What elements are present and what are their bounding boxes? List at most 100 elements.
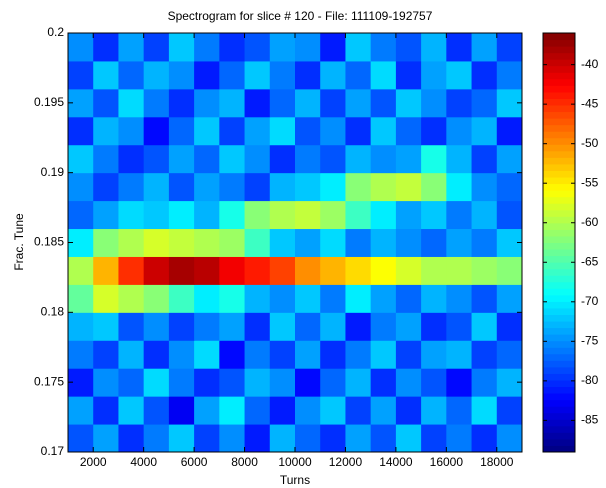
heat-cell [269,144,296,174]
heat-cell [471,340,498,369]
colorbar-tick-label: -40 [581,57,599,71]
colorbar-tick-label: -60 [581,215,599,229]
heat-cell [471,200,498,230]
colorbar-swatch [543,379,575,388]
colorbar-swatch [543,307,575,316]
heat-cell [421,88,447,118]
colorbar-swatch [543,111,575,119]
heat-cell [168,424,195,453]
colorbar-swatch [543,327,575,335]
heat-cell [118,312,145,341]
colorbar-swatch [543,262,575,270]
heat-cell [269,396,296,425]
heat-cell [295,228,321,257]
heat-cell [168,312,195,341]
colorbar-tick-label: -65 [581,254,599,268]
heat-cell [345,424,372,453]
y-axis-label: Frac. Tune [12,213,26,271]
heat-cell [244,424,271,453]
heat-cell [471,33,498,62]
colorbar-swatch [543,190,575,198]
heat-cell [345,33,372,62]
heat-cell [269,116,296,146]
colorbar-swatch [543,91,575,99]
heat-cell [244,256,271,285]
heat-cell [320,172,346,202]
heat-cell [219,88,246,118]
heat-cell [269,340,296,369]
heat-cell [370,33,397,62]
heat-cell [194,228,220,257]
heat-cell [244,368,271,397]
colorbar-swatch [543,85,575,93]
colorbar-swatch [543,281,575,289]
heat-cell [295,60,321,90]
heat-cell [395,228,422,257]
heat-cell [370,340,397,369]
heat-cell [446,144,473,174]
heat-cell [295,312,321,341]
heat-cell [320,88,346,118]
heat-cell [320,200,346,230]
colorbar-swatch [543,209,575,217]
heat-cell [421,228,447,257]
heat-cell [143,88,170,118]
heat-cell [496,284,523,313]
colorbar-swatch [543,157,575,165]
heat-cell [421,312,447,341]
colorbar-swatch [543,144,575,152]
colorbar-swatch [543,386,575,394]
heat-cell [421,116,447,146]
heat-cell [395,424,422,453]
heat-cell [194,33,220,62]
heat-cell [370,172,397,202]
heat-cell [219,228,246,257]
colorbar-swatch [543,314,575,322]
heat-cell [320,424,346,453]
heat-cell [168,200,195,230]
heat-cell [269,88,296,118]
colorbar-swatch [543,118,575,126]
heat-cell [118,368,145,397]
heat-cell [118,424,145,453]
heat-cell [68,396,94,425]
heat-cell [395,340,422,369]
heat-cell [345,368,372,397]
heat-cell [93,424,119,453]
heat-cell [194,312,220,341]
heat-cell [168,144,195,174]
colorbar-swatch [543,46,575,54]
heat-cell [168,33,195,62]
heat-cell [320,144,346,174]
colorbar-tick-label: -80 [581,373,599,387]
heat-cell [395,88,422,118]
heat-cell [244,228,271,257]
heat-cell [421,284,447,313]
heat-cell [118,340,145,369]
heat-cell [93,312,119,341]
heat-cell [194,368,220,397]
x-tick-label: 18000 [480,455,514,469]
heat-cell [471,284,498,313]
y-tick-label: 0.175 [34,374,64,388]
heat-cell [143,116,170,146]
heat-cell [93,368,119,397]
heat-cell [320,340,346,369]
heat-cell [244,200,271,230]
heat-cell [244,60,271,90]
heat-cell [269,172,296,202]
heat-cell [93,200,119,230]
heat-cell [68,312,94,341]
heat-cell [68,340,94,369]
colorbar-swatch [543,334,575,342]
heat-cell [446,33,473,62]
heat-cell [168,88,195,118]
colorbar-swatch [543,150,575,158]
colorbar-swatch [543,393,575,401]
heat-cell [345,116,372,146]
colorbar-swatch [543,137,575,145]
heat-cell [219,60,246,90]
heat-cell [295,284,321,313]
heat-cell [93,60,119,90]
heat-cell [446,88,473,118]
